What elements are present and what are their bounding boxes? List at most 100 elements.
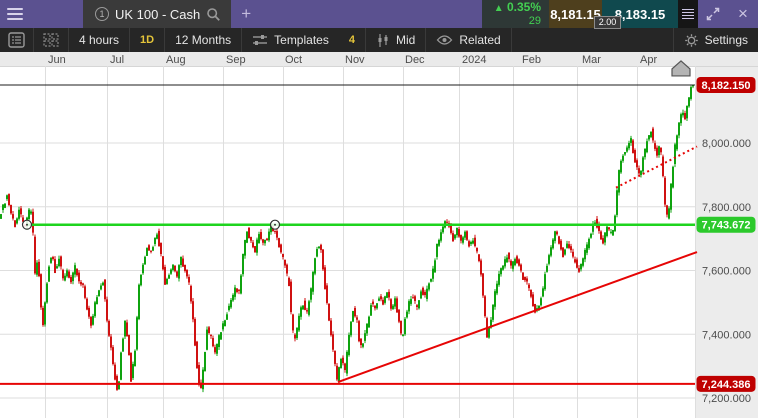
candle-body <box>384 296 386 303</box>
candle-body <box>622 155 624 161</box>
candle-body <box>56 266 58 269</box>
candle-body <box>540 298 542 306</box>
candle-body <box>350 321 352 336</box>
broken-resistance-trendline[interactable] <box>615 145 698 189</box>
candle-body <box>368 316 370 328</box>
candle-body <box>458 229 460 237</box>
price-type-selector[interactable]: Mid <box>366 28 427 52</box>
drag-handle-icon[interactable] <box>678 0 698 28</box>
search-icon[interactable] <box>206 7 221 22</box>
expand-icon[interactable] <box>698 0 728 28</box>
add-tab-button[interactable]: + <box>241 4 252 23</box>
candle-body <box>364 333 366 341</box>
candle-body <box>38 261 40 277</box>
candle-body <box>280 244 282 253</box>
candle-body <box>406 311 408 318</box>
candle-body <box>268 231 270 241</box>
candle-body <box>626 147 628 152</box>
candle-body <box>108 321 110 336</box>
candle-body <box>552 239 554 249</box>
range-selector[interactable]: 12 Months <box>165 28 243 52</box>
change-percent: 0.35% <box>506 0 541 14</box>
candle-body <box>142 264 144 274</box>
candle-body <box>664 177 666 205</box>
candle-body <box>98 290 100 297</box>
interval-shortcut-1d[interactable]: 1D <box>130 28 166 52</box>
candle-body <box>582 258 584 266</box>
candle-body <box>66 270 68 277</box>
price-stats-panel: ▲ 0.35% 29 8,181.15 8,183.15 2.00 <box>481 0 678 29</box>
price-flag-marker[interactable] <box>671 60 691 77</box>
candle-body <box>130 352 132 382</box>
gridlines: 8,000.000 7,800.000 7,600.000 7,400.000 7,20… <box>0 54 751 418</box>
line-anchor-circle[interactable] <box>269 219 281 230</box>
layout-grid-icon[interactable] <box>34 28 69 52</box>
candle-body <box>246 231 248 243</box>
candle-body <box>20 208 22 215</box>
candle-body <box>408 301 410 312</box>
sell-price-button[interactable]: 8,181.15 <box>549 0 602 28</box>
candle-body <box>46 283 48 303</box>
candle-body <box>256 239 258 253</box>
close-icon[interactable]: × <box>738 4 748 23</box>
month-label: Aug <box>166 54 186 66</box>
instrument-tab[interactable]: 1 UK 100 - Cash <box>83 0 232 28</box>
templates-count: 4 <box>348 34 355 46</box>
candle-body <box>104 279 106 300</box>
line-anchor-circle[interactable] <box>21 219 33 230</box>
chart-list-icon[interactable] <box>0 28 34 52</box>
candle-body <box>22 217 24 222</box>
settings-button[interactable]: Settings <box>672 28 758 52</box>
candle-body <box>180 256 182 266</box>
y-tick-label: 7,200.000 <box>702 393 751 405</box>
candle-body <box>164 266 166 285</box>
candle-body <box>366 323 368 334</box>
spread-badge: 2.00 <box>593 16 622 29</box>
price-axis-strip[interactable] <box>695 66 758 418</box>
candle-body <box>264 239 266 244</box>
candle-body <box>176 271 178 277</box>
candlestick-chart[interactable]: 8,000.000 7,800.000 7,600.000 7,400.000 7,20… <box>0 52 758 418</box>
menu-icon[interactable] <box>0 0 30 28</box>
templates-button[interactable]: Templates 4 <box>242 28 366 52</box>
candle-body <box>390 299 392 309</box>
candle-body <box>480 260 482 275</box>
candle-body <box>238 289 240 291</box>
candle-body <box>464 231 466 238</box>
candle-body <box>316 249 318 257</box>
candle-body <box>556 231 558 235</box>
related-icon <box>436 35 453 45</box>
plot-background <box>0 52 758 418</box>
candle-body <box>684 113 686 120</box>
candle-body <box>574 259 576 263</box>
candle-body <box>262 239 264 243</box>
candle-body <box>128 334 130 356</box>
candle-body <box>96 297 98 305</box>
candle-body <box>198 365 200 385</box>
month-label: Dec <box>405 54 425 66</box>
interval-label: 4 hours <box>79 33 120 47</box>
candle-body <box>224 320 226 327</box>
candle-body <box>334 350 336 364</box>
interval-selector[interactable]: 4 hours <box>69 28 131 52</box>
candle-body <box>490 319 492 328</box>
candle-body <box>680 114 682 124</box>
candle-body <box>236 288 238 293</box>
candle-body <box>178 265 180 279</box>
candle-body <box>68 271 70 278</box>
candle-body <box>328 303 330 321</box>
candle-body <box>36 262 38 275</box>
candle-body <box>646 141 648 153</box>
month-strip <box>0 52 758 66</box>
related-label: Related <box>459 33 501 47</box>
candle-body <box>658 146 660 156</box>
candle-body <box>218 335 220 348</box>
candle-body <box>470 241 472 245</box>
related-button[interactable]: Related <box>426 28 512 52</box>
candle-body <box>4 203 6 208</box>
candle-body <box>678 122 680 136</box>
candle-body <box>296 327 298 339</box>
rising-support-trendline[interactable] <box>337 251 698 384</box>
y-tick-label: 8,000.000 <box>702 138 751 150</box>
candle-body <box>474 237 476 247</box>
